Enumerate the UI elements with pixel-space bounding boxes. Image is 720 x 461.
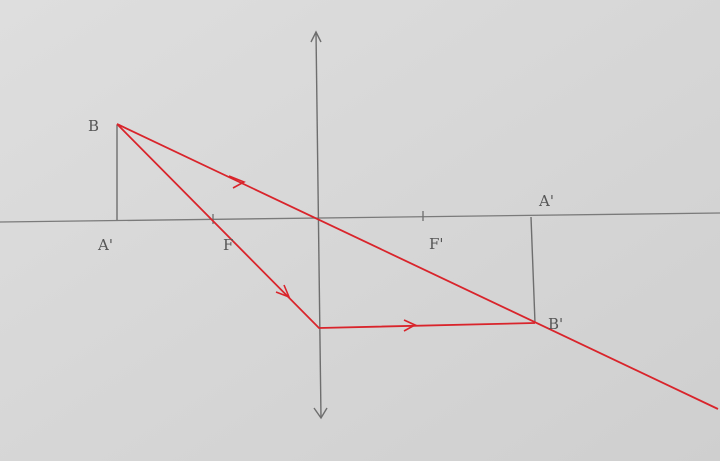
label-object-base: A' <box>97 236 113 254</box>
lens-bottom-arrow-icon <box>313 407 328 420</box>
label-focal-object: F <box>223 236 233 254</box>
ray-through-focus <box>116 123 536 329</box>
label-object-top: B <box>88 117 99 135</box>
ray-through-center <box>116 123 719 410</box>
image-line <box>530 216 536 324</box>
lens-line <box>315 31 322 419</box>
ray-focus-arrow-icon <box>275 284 291 299</box>
ray-center-arrow-icon <box>228 175 246 189</box>
label-image-top: B' <box>548 315 563 333</box>
label-focal-image: F' <box>429 235 444 253</box>
optical-axis <box>0 212 720 223</box>
ray-parallel-arrow-icon <box>403 319 417 332</box>
label-image-base: A' <box>538 192 554 210</box>
lens-top-arrow-icon <box>310 30 322 43</box>
